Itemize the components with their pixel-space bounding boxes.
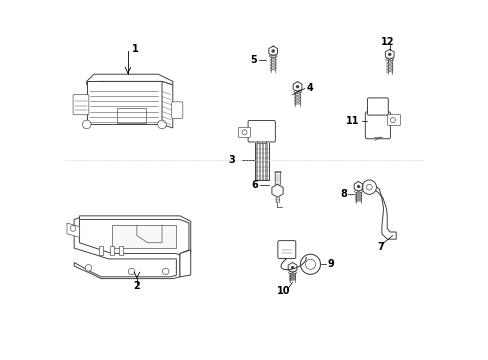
Polygon shape [162,81,172,128]
Text: 4: 4 [305,83,312,93]
FancyBboxPatch shape [247,121,275,142]
Polygon shape [86,81,162,125]
Circle shape [362,180,376,194]
Text: 9: 9 [327,259,334,269]
Polygon shape [180,250,190,277]
FancyBboxPatch shape [171,102,183,118]
Circle shape [242,130,246,135]
Bar [117,108,145,123]
Ellipse shape [288,271,296,274]
Circle shape [162,268,168,275]
Ellipse shape [354,190,362,193]
Text: 7: 7 [377,242,384,252]
Bar [119,246,122,255]
Circle shape [356,185,359,188]
Circle shape [158,120,166,129]
Text: 1: 1 [131,44,138,54]
FancyBboxPatch shape [73,95,89,115]
Circle shape [389,118,395,123]
Ellipse shape [269,55,277,57]
Ellipse shape [385,58,393,61]
Bar [109,246,114,255]
Polygon shape [86,74,172,85]
Circle shape [82,120,91,129]
Text: 6: 6 [250,180,257,190]
Circle shape [305,259,315,269]
Polygon shape [74,218,180,279]
Ellipse shape [293,90,301,93]
FancyBboxPatch shape [277,240,295,258]
Text: 3: 3 [227,155,234,165]
Circle shape [85,265,92,271]
Text: 2: 2 [133,281,140,291]
Circle shape [128,268,135,275]
Circle shape [296,85,298,88]
Circle shape [366,184,371,190]
Polygon shape [365,185,395,239]
FancyBboxPatch shape [367,98,387,115]
Text: 5: 5 [250,55,257,65]
Text: 11: 11 [345,116,359,126]
Polygon shape [67,223,80,237]
Circle shape [271,50,274,53]
Circle shape [300,254,320,274]
Polygon shape [80,216,190,255]
Polygon shape [112,225,176,248]
Text: 8: 8 [340,189,346,199]
Circle shape [70,226,76,231]
FancyBboxPatch shape [238,127,250,137]
Bar [99,246,103,255]
Circle shape [290,266,293,269]
Circle shape [387,53,390,56]
Text: 10: 10 [277,286,290,296]
FancyBboxPatch shape [365,112,389,139]
Text: 12: 12 [380,37,393,47]
FancyBboxPatch shape [387,114,400,126]
